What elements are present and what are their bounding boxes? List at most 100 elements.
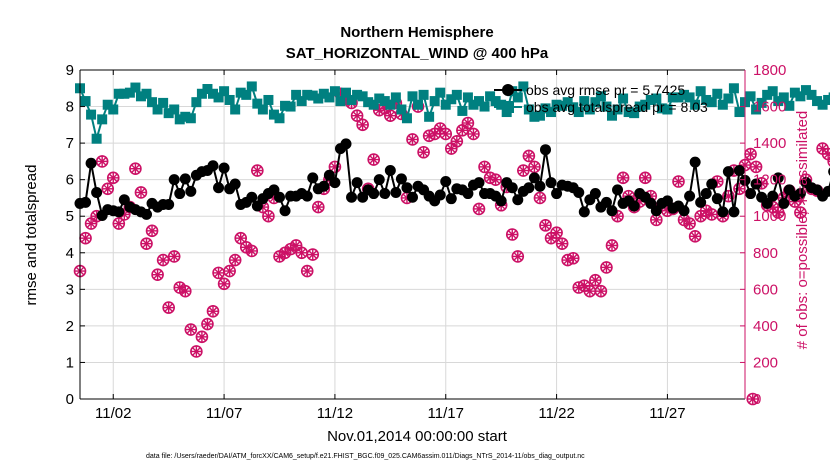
- rmse-point: [373, 174, 385, 186]
- rmse-point: [495, 195, 507, 207]
- obs-assimilated-point: [594, 285, 607, 298]
- spread-point: [800, 85, 811, 96]
- spread-point: [152, 104, 163, 115]
- obs-assimilated-point-stroke: [441, 129, 451, 139]
- rmse-point: [733, 165, 745, 177]
- rmse-point: [462, 188, 474, 200]
- rmse-point: [440, 175, 452, 187]
- y-axis-left-label: rmse and totalspread: [23, 165, 40, 306]
- spread-point: [817, 99, 828, 110]
- spread-point: [307, 90, 318, 101]
- rmse-point: [600, 196, 612, 208]
- obs-assimilated-point-stroke: [707, 209, 717, 220]
- y-left-tick-label: 0: [66, 391, 74, 408]
- spread-point: [557, 100, 568, 111]
- obs-assimilated-point-stroke: [224, 266, 235, 276]
- spread-point: [496, 99, 507, 110]
- spread-point: [418, 89, 429, 100]
- rmse-point: [329, 177, 341, 189]
- spread-point: [396, 104, 407, 115]
- spread-point: [446, 94, 457, 105]
- obs-assimilated-point: [606, 239, 618, 252]
- axes: [79, 69, 746, 400]
- obs-assimilated-point: [816, 142, 829, 155]
- spread-point: [435, 87, 446, 98]
- obs-assimilated-point: [406, 133, 419, 146]
- spread-point: [124, 87, 135, 98]
- rmse-point: [346, 191, 358, 203]
- obs-assimilated-point: [478, 160, 491, 173]
- obs-assimilated-point-stroke: [352, 110, 362, 121]
- spread-point: [695, 86, 706, 97]
- obs-assimilated-point-stroke: [86, 218, 96, 229]
- x-tick-label: 11/07: [206, 405, 242, 422]
- obs-assimilated-point-stroke: [263, 211, 274, 221]
- obs-assimilated-point-stroke: [673, 176, 684, 187]
- y-left-tick-label: 4: [66, 245, 74, 262]
- obs-assimilated-point-stroke: [446, 143, 457, 154]
- x-tick-label: 11/17: [428, 405, 464, 422]
- obs-assimilated-point: [162, 301, 175, 314]
- rmse-point: [589, 188, 601, 200]
- obs-assimilated-point: [301, 265, 314, 278]
- rmse-point: [246, 191, 258, 203]
- rmse-point: [379, 188, 391, 200]
- spread-point: [656, 103, 667, 114]
- obs-assimilated-point: [589, 274, 602, 287]
- spread-point: [185, 113, 196, 124]
- rmse-point: [794, 188, 806, 200]
- spread-point: [252, 98, 263, 109]
- obs-assimilated-point: [284, 243, 297, 256]
- obs-assimilated-point-stroke: [357, 120, 368, 130]
- obs-assimilated-point: [262, 210, 275, 223]
- spread-point: [607, 110, 617, 121]
- spread-point: [546, 107, 557, 118]
- rmse-point: [174, 188, 186, 200]
- rmse-point: [528, 172, 540, 184]
- obs-assimilated-point-stroke: [518, 165, 529, 176]
- spread-point: [479, 101, 490, 112]
- obs-assimilated-point-stroke: [607, 240, 617, 251]
- spread-point: [385, 99, 396, 110]
- rmse-point: [772, 172, 784, 184]
- spread-point: [490, 96, 501, 107]
- y-left-tick-label: 5: [66, 208, 74, 225]
- rmse-point: [523, 182, 535, 194]
- obs-assimilated-point-stroke: [745, 149, 756, 159]
- tick-labels: 11/02 11/07 11/12 11/17 11/22 11/27 0 1 2 3 4 5 6 7 8 9…: [66, 62, 787, 422]
- spread-point: [80, 96, 91, 107]
- spread-point: [158, 97, 169, 108]
- obs-assimilated-point: [234, 232, 247, 245]
- obs-assimilated-point-stroke: [291, 240, 301, 251]
- obs-assimilated-point-stroke: [612, 211, 623, 221]
- obs-assimilated-point: [112, 217, 125, 230]
- spread-point: [180, 111, 191, 122]
- legend-spread-marker: [502, 101, 514, 113]
- spread-point: [440, 99, 451, 110]
- obs-assimilated-point-stroke: [479, 162, 490, 172]
- obs-assimilated-point: [101, 182, 114, 195]
- footer-data-file: data file: /Users/raeder/DAI/ATM_forcXX/…: [146, 453, 585, 460]
- y-right-tick-label: 1200: [753, 172, 786, 189]
- obs-assimilated-point: [384, 109, 397, 122]
- obs-assimilated-point: [157, 254, 170, 267]
- spread-point: [291, 89, 302, 100]
- spread-point: [568, 102, 579, 113]
- obs-assimilated-point: [201, 318, 214, 331]
- rmse-point: [80, 196, 92, 208]
- obs-assimilated-point: [705, 208, 718, 221]
- obs-assimilated-point: [96, 155, 109, 168]
- rmse-point: [407, 191, 418, 203]
- y-left-tick-label: 7: [66, 135, 74, 152]
- spread-point: [451, 89, 462, 100]
- y-left-tick-label: 1: [66, 354, 74, 371]
- obs-assimilated-point: [794, 206, 807, 219]
- spread-point: [374, 93, 385, 104]
- rmse-point: [91, 186, 103, 198]
- spread-point: [329, 86, 340, 97]
- spread-point: [413, 99, 424, 110]
- spread-point: [368, 99, 379, 110]
- spread-point: [285, 101, 296, 112]
- rmse-point: [395, 173, 407, 185]
